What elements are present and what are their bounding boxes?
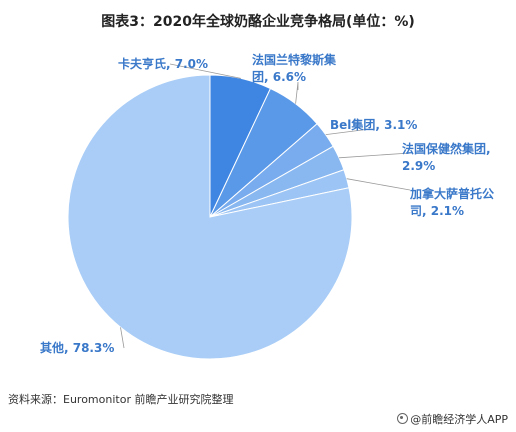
pie-slice	[67, 74, 353, 360]
slice-label: 其他, 78.3%	[40, 340, 114, 355]
slice-label-line: 卡夫亨氏, 7.0%	[118, 56, 208, 71]
slice-label: 卡夫亨氏, 7.0%	[118, 56, 208, 71]
leader-line	[295, 81, 299, 104]
slice-labels: 卡夫亨氏, 7.0% 法国兰特黎斯集团, 6.6% Bel集团, 3.1% 法国保健然…	[40, 52, 494, 355]
slice-label-line: 其他, 78.3%	[40, 340, 114, 355]
slice-label: 法国保健然集团, 2.9%	[402, 141, 491, 173]
leader-line	[169, 63, 242, 79]
slice-label-line: 团, 6.6%	[252, 70, 306, 84]
pie-slices	[67, 74, 353, 360]
source-note: 资料来源：Euromonitor 前瞻产业研究院整理	[8, 393, 234, 406]
brand-watermark: @前瞻经济学人APP	[397, 411, 508, 427]
slice-label-line: 法国兰特黎斯集	[252, 52, 337, 67]
pie-chart: 卡夫亨氏, 7.0% 法国兰特黎斯集团, 6.6% Bel集团, 3.1% 法国保健然…	[40, 52, 494, 360]
slice-label: 加拿大萨普托公司, 2.1%	[409, 186, 494, 218]
leader-lines	[120, 63, 411, 349]
brand-text: @前瞻经济学人APP	[410, 413, 508, 426]
slice-label: 法国兰特黎斯集团, 6.6%	[252, 52, 337, 84]
brand-logo-icon	[397, 413, 409, 424]
slice-label-line: 司, 2.1%	[410, 204, 464, 218]
leader-line	[346, 178, 411, 191]
leader-line	[120, 327, 125, 349]
slice-label: Bel集团, 3.1%	[330, 117, 417, 132]
slice-label-line: 加拿大萨普托公	[409, 186, 494, 201]
chart-title: 图表3：2020年全球奶酪企业竞争格局(单位：%)	[101, 14, 415, 30]
slice-label-line: 法国保健然集团,	[402, 141, 491, 156]
slice-label-line: Bel集团, 3.1%	[330, 117, 417, 132]
slice-label-line: 2.9%	[402, 159, 435, 173]
leader-line	[338, 152, 411, 159]
leader-line	[325, 128, 371, 135]
